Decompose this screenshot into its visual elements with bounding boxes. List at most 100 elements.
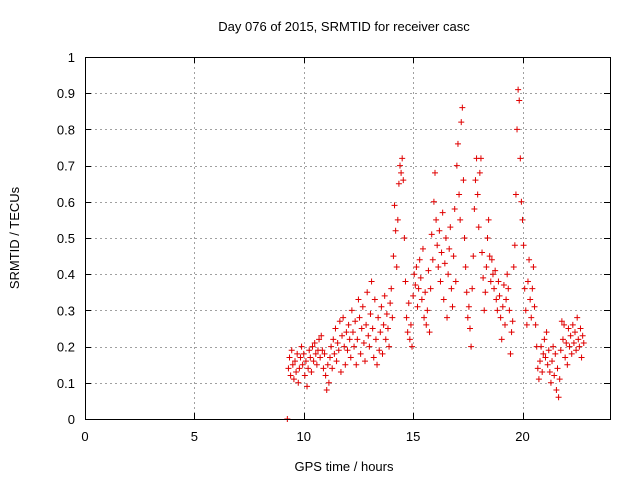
data-point [360, 339, 367, 346]
data-point [352, 318, 359, 325]
data-point [394, 216, 401, 223]
y-tick-label: 0.2 [57, 340, 75, 355]
data-point [337, 368, 344, 375]
data-point [345, 321, 352, 328]
data-point [418, 296, 425, 303]
data-point [323, 387, 330, 394]
data-point [537, 358, 543, 365]
data-point [580, 339, 587, 346]
data-point [515, 86, 522, 93]
data-point [551, 372, 558, 379]
data-point [445, 271, 452, 278]
data-point [299, 361, 306, 368]
y-tick-label: 0 [68, 412, 75, 427]
data-point [295, 379, 302, 386]
data-point [444, 314, 451, 321]
data-point [363, 321, 370, 328]
data-point [413, 263, 420, 270]
data-point [304, 383, 311, 390]
data-point [510, 263, 517, 270]
data-point [451, 206, 458, 213]
data-point [497, 314, 504, 321]
data-point [534, 365, 541, 372]
data-point [399, 155, 406, 162]
data-point [572, 329, 578, 336]
data-point [494, 307, 501, 314]
axis-ticks [85, 57, 610, 420]
y-tick-label: 0.9 [57, 86, 75, 101]
data-point [562, 354, 569, 361]
data-point [508, 329, 515, 336]
data-point [475, 224, 482, 231]
data-point [531, 303, 538, 310]
data-point [319, 347, 326, 354]
data-point [428, 231, 435, 238]
data-point [378, 303, 385, 310]
data-point [568, 350, 575, 357]
x-axis-title: GPS time / hours [295, 459, 394, 474]
data-point [384, 325, 391, 332]
data-point [522, 307, 529, 314]
data-point [405, 300, 412, 307]
data-point [434, 242, 441, 249]
data-point [358, 325, 365, 332]
data-point [516, 97, 523, 104]
data-point [569, 321, 576, 328]
data-point [524, 278, 531, 285]
data-point [332, 325, 339, 332]
data-point [485, 216, 492, 223]
x-tick-label: 5 [191, 429, 198, 444]
data-point [468, 343, 475, 350]
y-tick-label: 0.5 [57, 231, 75, 246]
data-point [496, 292, 503, 299]
data-point [449, 303, 456, 310]
data-point [309, 343, 316, 350]
data-point [366, 343, 373, 350]
data-point [503, 296, 510, 303]
data-point [421, 314, 428, 321]
data-point [489, 271, 496, 278]
data-point [555, 394, 562, 401]
data-point [368, 278, 375, 285]
data-point [511, 242, 518, 249]
data-point [477, 155, 484, 162]
data-point [486, 253, 493, 260]
data-point [342, 361, 349, 368]
data-point [460, 177, 467, 184]
data-point [386, 343, 393, 350]
data-point [505, 285, 512, 292]
grid [85, 57, 610, 419]
data-point [539, 368, 546, 375]
data-point [335, 347, 342, 354]
data-point [287, 372, 294, 379]
data-point [422, 289, 429, 296]
data-point [391, 202, 398, 209]
data-point [461, 235, 468, 241]
data-point [454, 140, 461, 147]
data-point [426, 329, 433, 336]
data-point [518, 198, 525, 205]
data-point [439, 209, 446, 216]
data-point [312, 350, 319, 357]
data-point [542, 354, 549, 361]
y-tick-label: 0.1 [57, 376, 75, 391]
data-point [519, 216, 526, 223]
data-point [550, 343, 557, 350]
y-tick-label: 0.3 [57, 303, 75, 318]
x-tick-label: 0 [81, 429, 88, 444]
data-point [393, 263, 400, 270]
data-point [532, 321, 539, 328]
data-point [441, 260, 448, 267]
data-point [402, 278, 409, 285]
data-point [340, 314, 347, 321]
data-point [535, 376, 542, 383]
x-tick-label: 10 [297, 429, 311, 444]
data-point [459, 104, 466, 111]
data-point [483, 263, 490, 270]
data-point [565, 325, 572, 332]
data-point [554, 365, 561, 372]
data-point [512, 191, 519, 198]
data-point [320, 365, 327, 372]
data-point [566, 343, 573, 350]
